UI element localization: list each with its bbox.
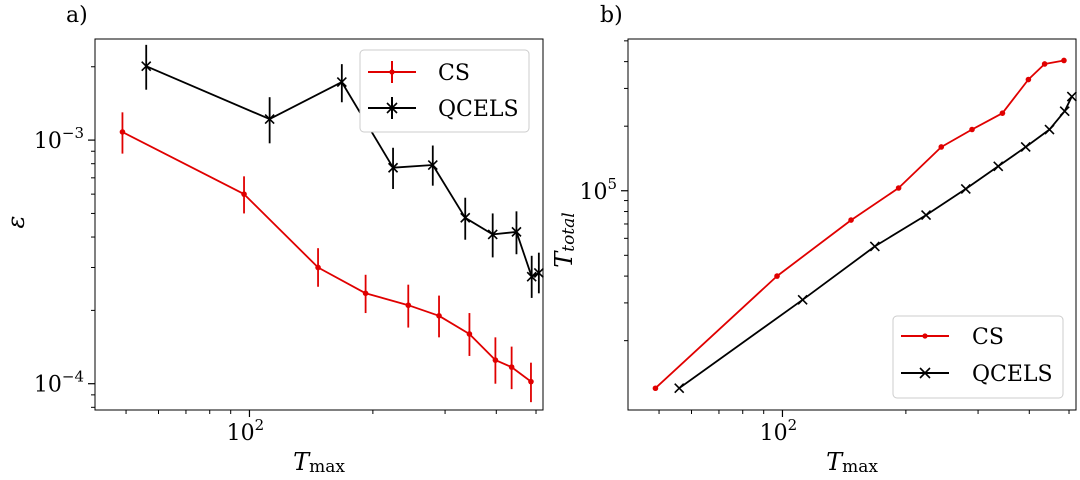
- panel-a-legend-qcels-marker: [386, 102, 398, 114]
- panel-a-series-cs-line: [121, 131, 532, 383]
- panel-b-series-qcels-point: [1059, 106, 1070, 117]
- panel-a-series-cs-point: [119, 129, 126, 135]
- panel-a-series-qcels-point: [264, 113, 275, 125]
- panel-b-label: b): [600, 3, 623, 28]
- panel-b-series-cs-point: [895, 185, 902, 191]
- panel-a-x-tick-label-base: 10: [227, 421, 255, 446]
- panel-a-series-cs-point: [362, 290, 369, 297]
- panel-a-series-cs-point: [466, 331, 473, 337]
- panel-a-x-axis-label: Tmax: [293, 448, 345, 477]
- panel-a-series-cs: [119, 112, 534, 403]
- panel-b-ylabel-sub: total: [559, 212, 579, 251]
- panel-a-x-ticks: 102: [125, 410, 537, 446]
- panel-a-y-tick-label-base: 10: [34, 129, 62, 154]
- panel-b-frame: [627, 38, 1077, 411]
- panel-a-legend-box: [359, 49, 530, 133]
- panel-a-y-tick-label-exp: −4: [62, 368, 84, 386]
- panel-b-series-qcels: [674, 91, 1077, 394]
- panel-a-series-cs-point: [508, 364, 515, 370]
- panel-b-series-qcels-point: [797, 294, 808, 305]
- panel-b-xlabel-base: T: [826, 448, 844, 476]
- panel-a-series-qcels-point: [460, 212, 471, 223]
- panel-a-series-qcels-point: [526, 271, 537, 282]
- panel-a-series-cs-point: [315, 264, 321, 271]
- panel-a-series-qcels: [141, 44, 544, 298]
- panel-b-y-ticks: 105: [579, 40, 628, 342]
- panel-a-series-qcels-line: [145, 65, 540, 278]
- panel-a-series-qcels-point: [511, 226, 522, 237]
- panel-b-series-cs-point: [999, 110, 1006, 116]
- panel-b-series-cs-line: [654, 59, 1065, 389]
- panel-a-xlabel-sub: max: [309, 457, 345, 477]
- panel-a-y-axis-label: ε: [2, 216, 30, 229]
- panel-b-series-cs-point: [774, 273, 780, 279]
- panel-a-x-tick-label-exp: 2: [255, 416, 265, 434]
- panel-b-x-tick-label: 102: [760, 416, 798, 446]
- panel-b-ylabel-base: T: [550, 250, 578, 268]
- panel-a-y-tick-label: 10−4: [34, 368, 84, 398]
- panel-b-series-qcels-point: [1066, 91, 1077, 102]
- panel-b-y-tick-label-exp: 5: [607, 175, 617, 193]
- panel-a-series-cs-point: [405, 302, 412, 309]
- panel-b-legend-qcels-label: QCELS: [972, 362, 1053, 387]
- panel-a-y-tick-label: 10−3: [34, 124, 84, 154]
- panel-b-series-qcels-point: [920, 210, 932, 221]
- panel-a-series-cs-point: [492, 357, 499, 363]
- panel-a-legend-cs-label: CS: [438, 61, 470, 86]
- panel-a-y-ticks: 10−310−4: [34, 66, 95, 408]
- panel-b-series-qcels-point: [674, 383, 685, 394]
- panel-a-legend-qcels-label: QCELS: [438, 97, 519, 122]
- panel-b-series-cs-point: [1041, 61, 1048, 67]
- panel-b-x-tick-label-base: 10: [760, 421, 788, 446]
- panel-a-label: a): [66, 3, 88, 28]
- panel-b-series-cs-point: [652, 385, 659, 392]
- panel-a-series-qcels-point: [336, 77, 347, 88]
- panel-b-series-cs-point: [1025, 76, 1032, 83]
- panel-b-legend: CS QCELS: [892, 315, 1064, 399]
- panel-b-x-axis-label: Tmax: [826, 448, 878, 477]
- panel-a-y-tick-label-base: 10: [34, 373, 62, 398]
- panel-a-legend-cs-marker: [389, 69, 395, 75]
- panel-b-legend-cs-marker: [922, 333, 928, 339]
- panel-b-series-qcels-point: [960, 183, 971, 194]
- panel-b-y-axis-label: Ttotal: [550, 212, 579, 268]
- panel-b-series-cs-point: [969, 126, 975, 133]
- panel-a-series-cs-point: [241, 191, 247, 197]
- panel-b-legend-cs-label: CS: [972, 325, 1004, 350]
- panel-a-series-cs-point: [436, 313, 442, 319]
- panel-b-series-cs: [652, 57, 1067, 392]
- panel-a-xlabel-base: T: [293, 448, 311, 476]
- panel-b-x-tick-label-exp: 2: [788, 416, 798, 434]
- panel-b-x-ticks: 102: [658, 410, 1070, 446]
- panel-a-series-qcels-point: [427, 159, 438, 171]
- panel-a-plot: [119, 44, 544, 403]
- panel-a-series-qcels-point: [487, 229, 498, 240]
- panel-b-series-qcels-point: [1020, 141, 1031, 153]
- panel-b: b) 102 105 Tmax Ttotal CS QCELS: [550, 3, 1077, 477]
- panel-a: a) 102 10−310−4 Tmax ε CS QCELS: [2, 3, 544, 477]
- panel-b-legend-qcels-marker: [919, 367, 931, 379]
- panel-b-series-qcels-line: [678, 96, 1073, 389]
- panel-b-series-cs-point: [938, 144, 945, 150]
- panel-a-series-qcels-point: [141, 61, 152, 72]
- panel-a-series-cs-point: [528, 378, 534, 385]
- panel-b-series-cs-point: [1061, 57, 1067, 64]
- panel-a-frame: [94, 38, 544, 411]
- panel-b-y-tick-label: 105: [579, 175, 617, 205]
- panel-a-series-qcels-point: [533, 267, 544, 278]
- panel-b-series-qcels-point: [869, 241, 880, 252]
- panel-a-y-tick-label-exp: −3: [62, 124, 84, 142]
- panel-b-y-tick-label-base: 10: [579, 180, 607, 205]
- panel-b-plot: [652, 57, 1077, 394]
- panel-b-xlabel-sub: max: [842, 457, 878, 477]
- panel-a-series-qcels-point: [387, 162, 399, 173]
- panel-b-series-qcels-point: [1044, 124, 1055, 135]
- panel-b-series-cs-point: [848, 217, 854, 223]
- panel-b-series-qcels-point: [993, 161, 1004, 172]
- panel-a-x-tick-label: 102: [227, 416, 265, 446]
- panel-a-legend: CS QCELS: [359, 49, 530, 133]
